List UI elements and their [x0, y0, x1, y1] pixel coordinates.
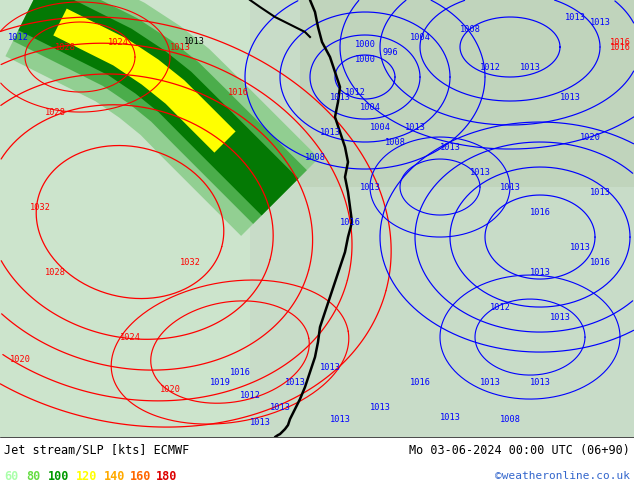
Text: 1013: 1013 — [330, 93, 351, 101]
Polygon shape — [18, 0, 299, 216]
Text: 1020: 1020 — [160, 385, 181, 393]
Text: 1013: 1013 — [183, 37, 205, 46]
Text: 160: 160 — [130, 469, 152, 483]
Text: 1032: 1032 — [30, 202, 51, 212]
Text: 1013: 1013 — [500, 183, 521, 192]
Text: 1012: 1012 — [240, 391, 261, 399]
Polygon shape — [53, 9, 236, 152]
Text: 1008: 1008 — [500, 415, 521, 423]
Text: 1019: 1019 — [209, 378, 231, 387]
Text: 1024: 1024 — [108, 38, 129, 47]
Text: 1000: 1000 — [354, 40, 375, 49]
Text: 1016: 1016 — [529, 208, 550, 217]
Text: 1013: 1013 — [404, 122, 425, 131]
Text: 1004: 1004 — [410, 32, 430, 42]
Text: 1013: 1013 — [285, 378, 306, 387]
Text: Mo 03-06-2024 00:00 UTC (06+90): Mo 03-06-2024 00:00 UTC (06+90) — [409, 443, 630, 457]
Text: 1008: 1008 — [304, 152, 325, 162]
Text: 60: 60 — [4, 469, 18, 483]
Text: 1024: 1024 — [119, 333, 141, 342]
Text: 1016: 1016 — [228, 88, 249, 97]
Text: 1013: 1013 — [359, 183, 380, 192]
Text: 180: 180 — [156, 469, 178, 483]
Text: 1013: 1013 — [569, 243, 590, 251]
Text: 1013: 1013 — [269, 403, 290, 412]
Text: 1013: 1013 — [169, 43, 190, 51]
Text: 1013: 1013 — [590, 18, 611, 26]
Text: 1013: 1013 — [370, 403, 391, 412]
Text: 1013: 1013 — [320, 363, 340, 371]
Text: 1000: 1000 — [354, 54, 375, 64]
Polygon shape — [6, 0, 319, 236]
Text: 1013: 1013 — [529, 268, 550, 276]
Text: 1013: 1013 — [590, 188, 611, 196]
Text: 1012: 1012 — [344, 88, 365, 97]
Text: 996: 996 — [382, 48, 398, 56]
Text: 1028: 1028 — [44, 107, 65, 117]
Text: 1012: 1012 — [489, 302, 510, 312]
Text: 1013: 1013 — [330, 415, 351, 423]
Text: 1016: 1016 — [339, 218, 361, 226]
Text: 1016: 1016 — [590, 258, 611, 267]
Text: ©weatheronline.co.uk: ©weatheronline.co.uk — [495, 471, 630, 481]
Text: 1028: 1028 — [55, 43, 75, 51]
Text: 1032: 1032 — [179, 258, 200, 267]
Text: 1013: 1013 — [564, 13, 586, 22]
Polygon shape — [300, 0, 634, 187]
Text: 140: 140 — [104, 469, 126, 483]
Text: 1013: 1013 — [529, 378, 550, 387]
Text: 1013: 1013 — [519, 63, 541, 72]
Text: 1013: 1013 — [439, 143, 460, 151]
Text: 1004: 1004 — [359, 102, 380, 112]
Text: 1013: 1013 — [479, 378, 500, 387]
Text: 1028: 1028 — [44, 268, 65, 276]
Text: 1013: 1013 — [250, 417, 271, 427]
Text: 1013: 1013 — [550, 313, 571, 321]
Text: 1008: 1008 — [384, 138, 406, 147]
Text: 1016: 1016 — [609, 38, 630, 47]
Text: 1012: 1012 — [479, 63, 500, 72]
Polygon shape — [13, 0, 307, 224]
Text: 1004: 1004 — [370, 122, 391, 131]
Text: 1020: 1020 — [10, 355, 30, 364]
Polygon shape — [0, 0, 250, 437]
Text: 1016: 1016 — [230, 368, 250, 377]
Text: 1013: 1013 — [470, 168, 491, 176]
Text: 80: 80 — [26, 469, 40, 483]
Polygon shape — [200, 0, 634, 437]
Text: 1013: 1013 — [559, 93, 581, 101]
Text: 1016: 1016 — [609, 43, 630, 51]
Text: Jet stream/SLP [kts] ECMWF: Jet stream/SLP [kts] ECMWF — [4, 443, 190, 457]
Text: 1008: 1008 — [460, 24, 481, 33]
Text: 1013: 1013 — [320, 127, 340, 137]
Text: 1012: 1012 — [8, 32, 29, 42]
Text: 100: 100 — [48, 469, 69, 483]
Text: 1013: 1013 — [439, 413, 460, 421]
Text: 120: 120 — [76, 469, 98, 483]
Text: 1016: 1016 — [410, 378, 430, 387]
Text: 1020: 1020 — [579, 132, 600, 142]
